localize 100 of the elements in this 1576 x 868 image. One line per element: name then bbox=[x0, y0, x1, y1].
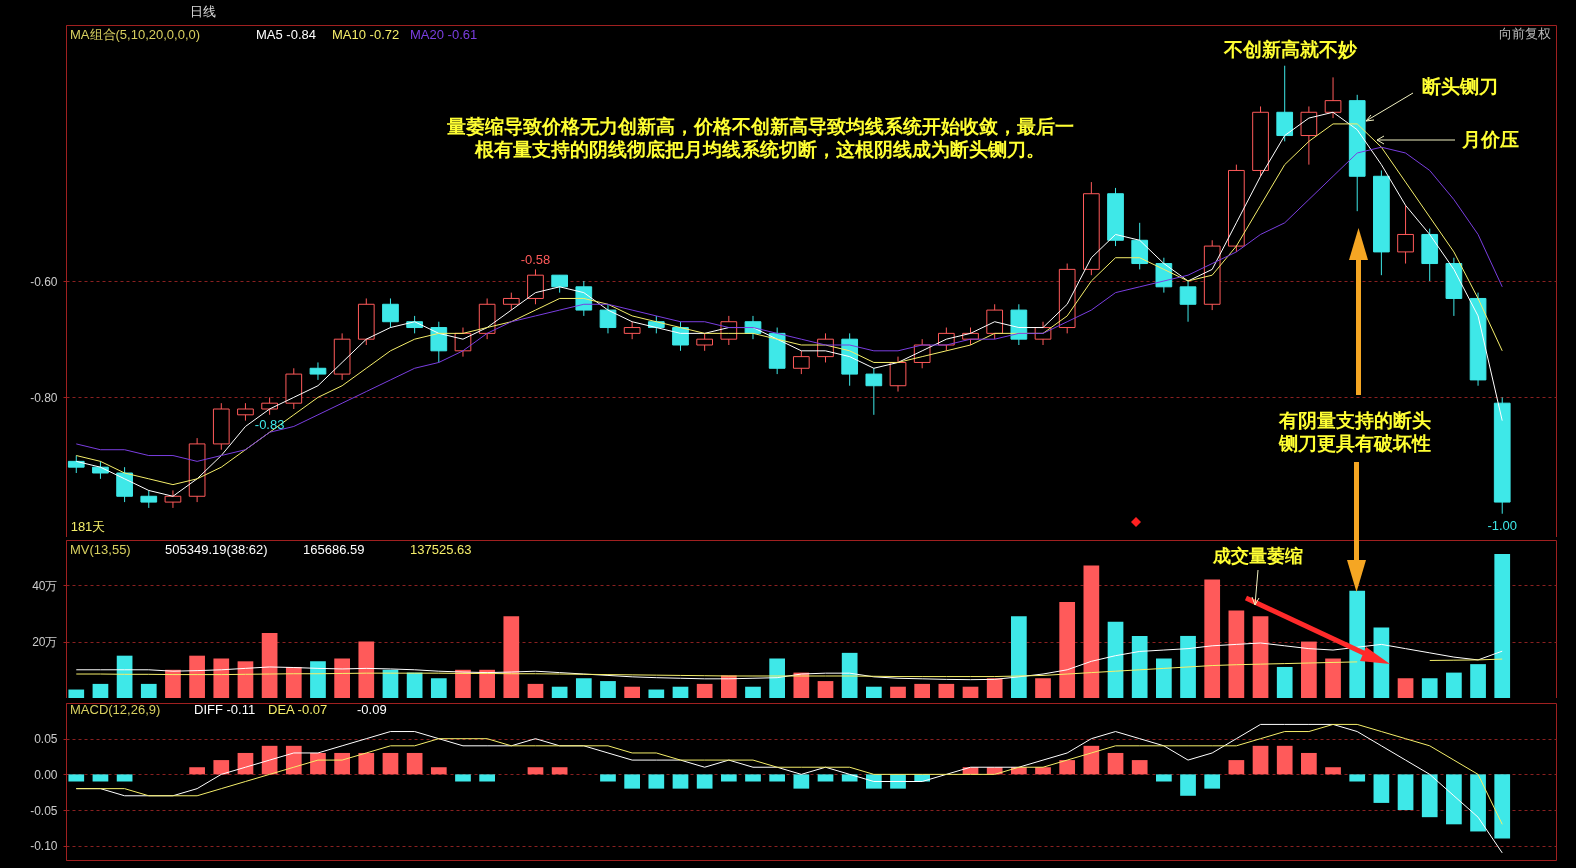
bar bbox=[1035, 767, 1051, 775]
annotation: 181天 bbox=[70, 519, 106, 534]
bar bbox=[1325, 658, 1341, 698]
annotation: -0.58 bbox=[520, 252, 551, 268]
bar bbox=[648, 689, 665, 698]
candlestick bbox=[1276, 65, 1294, 142]
bar bbox=[1228, 760, 1245, 775]
bar bbox=[865, 686, 882, 698]
bar bbox=[624, 774, 641, 789]
bar bbox=[1180, 635, 1196, 698]
candlestick bbox=[889, 356, 907, 393]
annotation: -0.09 bbox=[357, 702, 387, 717]
candlestick bbox=[1324, 76, 1342, 119]
bar bbox=[406, 752, 423, 775]
bar bbox=[1397, 774, 1414, 811]
candlestick bbox=[309, 361, 327, 381]
bar bbox=[1083, 565, 1100, 698]
candlestick bbox=[865, 367, 883, 416]
bar bbox=[479, 774, 495, 782]
bar bbox=[1059, 760, 1076, 775]
y-tick-label: 0.05 bbox=[34, 732, 58, 747]
bar bbox=[1446, 774, 1462, 825]
bar bbox=[1301, 641, 1317, 698]
annotation: MACD(12,26,9) bbox=[70, 702, 161, 717]
bar bbox=[527, 767, 544, 775]
candlestick bbox=[1179, 280, 1197, 323]
bar bbox=[600, 774, 616, 782]
bar bbox=[648, 774, 665, 789]
candlestick bbox=[986, 303, 1004, 340]
candlestick bbox=[1300, 105, 1318, 166]
bar bbox=[1180, 774, 1196, 796]
bar bbox=[1421, 774, 1438, 818]
bar bbox=[1156, 658, 1172, 698]
y-tick-label: 40万 bbox=[32, 578, 58, 593]
y-tick-label: -0.05 bbox=[30, 803, 58, 818]
bar bbox=[1011, 616, 1027, 698]
bar bbox=[1252, 616, 1269, 698]
bar bbox=[1204, 774, 1221, 789]
annotation: 不创新高就不妙 bbox=[1222, 39, 1358, 60]
candlestick bbox=[116, 466, 133, 503]
bar bbox=[1107, 621, 1124, 698]
annotation: 向前复权 bbox=[1499, 26, 1551, 41]
bar bbox=[1470, 774, 1486, 832]
bar bbox=[672, 774, 689, 789]
annotation: MA10 -0.72 bbox=[332, 27, 400, 42]
candlestick bbox=[599, 303, 617, 334]
bar bbox=[285, 666, 302, 698]
bar bbox=[769, 658, 786, 698]
line-series bbox=[75, 723, 1503, 825]
annotation: DIFF -0.11 bbox=[194, 702, 256, 717]
annotation: DEA -0.07 bbox=[268, 702, 328, 717]
annotation: 有阴量支持的断头铡刀更具有破坏性 bbox=[1278, 410, 1431, 454]
bar bbox=[745, 774, 761, 782]
candlestick bbox=[164, 489, 182, 509]
bar bbox=[696, 683, 713, 698]
bar bbox=[310, 752, 326, 775]
line-series bbox=[75, 642, 1503, 681]
bar bbox=[1397, 678, 1414, 698]
annotation: 137525.63 bbox=[410, 542, 472, 557]
bar bbox=[986, 678, 1003, 698]
annotation: 量萎缩导致价格无力创新高，价格不创新高导致均线系统开始收敛，最后一根有量支持的阴线彻底把月均线系统切断，这根阴线成为断头铡刀。 bbox=[445, 116, 1074, 160]
bar bbox=[334, 752, 350, 775]
bar bbox=[551, 686, 568, 698]
bar bbox=[430, 678, 447, 698]
bar bbox=[68, 774, 85, 782]
bar bbox=[503, 616, 520, 698]
bar bbox=[1035, 678, 1051, 698]
annotation: 成交量萎缩 bbox=[1212, 546, 1303, 566]
bar bbox=[1252, 745, 1269, 775]
bar bbox=[213, 760, 230, 775]
bar bbox=[189, 767, 205, 775]
bar bbox=[1494, 774, 1511, 839]
y-tick-label: 20万 bbox=[32, 635, 58, 650]
y-tick-label: 0.00 bbox=[34, 767, 58, 782]
bar bbox=[1204, 579, 1221, 698]
bar bbox=[720, 774, 737, 782]
annotation: 断头铡刀 bbox=[1422, 76, 1498, 97]
bar bbox=[261, 633, 278, 698]
bar bbox=[479, 669, 495, 698]
annotation: MA20 -0.61 bbox=[410, 27, 478, 42]
candlestick bbox=[1131, 222, 1149, 270]
bar bbox=[769, 774, 786, 782]
chart-title: 日线 bbox=[189, 4, 216, 19]
annotation: 165686.59 bbox=[303, 542, 365, 557]
bar bbox=[793, 774, 810, 789]
bar bbox=[1446, 672, 1462, 698]
bar bbox=[382, 669, 399, 698]
bar bbox=[1107, 752, 1124, 775]
bar bbox=[92, 683, 109, 698]
annotation: -0.83 bbox=[254, 416, 285, 432]
bar bbox=[938, 683, 955, 698]
bar bbox=[841, 652, 858, 698]
bar bbox=[817, 774, 834, 782]
bar bbox=[116, 655, 133, 698]
bar bbox=[213, 658, 230, 698]
bar bbox=[334, 658, 350, 698]
bar bbox=[527, 683, 544, 698]
bar bbox=[455, 669, 471, 698]
annotation: MV(13,55) bbox=[70, 542, 131, 557]
bar bbox=[455, 774, 471, 782]
